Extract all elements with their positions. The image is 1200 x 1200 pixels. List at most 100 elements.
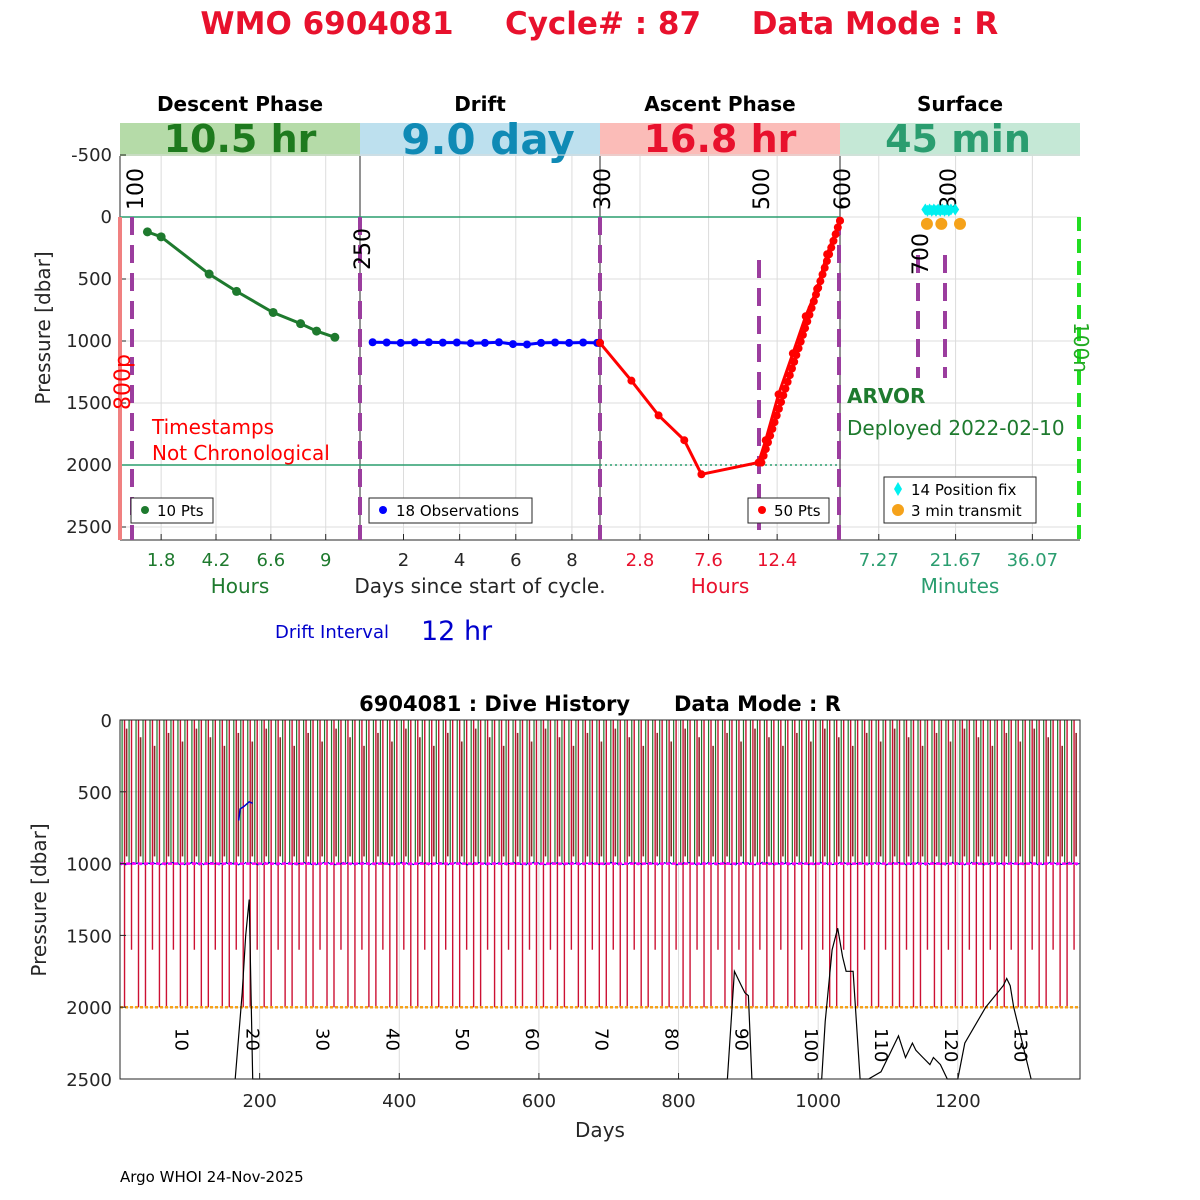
legend-descent-label: 10 Pts [157,502,204,520]
ascent-point [772,411,781,420]
position-fix-point [932,204,940,217]
cycle-number-label: 120 [940,1028,961,1062]
marker-label-800: 800 [937,168,962,210]
ascent-point [796,337,805,346]
top-y-ticks: -500 0 500 1000 1500 2000 2500 [66,145,126,538]
float-type: ARVOR [847,384,925,408]
cycle-number-label: 20 [242,1028,263,1051]
transmit-point [935,217,948,230]
cycle-number-label: 100 [800,1028,821,1062]
ascent-point [833,223,842,232]
legend-drift: 18 Observations [368,497,533,524]
xlabel-surface: Minutes [921,574,1000,598]
deployed-date: Deployed 2022-02-10 [847,416,1065,440]
top-x-tick-label: 1.8 [147,550,176,571]
top-y-tick-label: 1500 [66,393,112,414]
transmit-point [920,217,933,230]
ascent-point [818,270,827,279]
bottom-ticks: 0 500 1000 1500 2000 2500 200 400 600 800 1000 1200 [66,711,981,1112]
duration-bar-drift [360,123,600,156]
bottom-y-label: Pressure [dbar] [27,823,51,976]
ascent-point [697,470,706,479]
ascent-point [627,376,636,385]
top-y-tick-label: -500 [71,145,112,166]
bottom-y-tick-label: 500 [78,783,112,804]
position-fix-point [936,204,945,217]
transmit-point [954,217,966,230]
xlabel-drift: Days since start of cycle. [354,574,605,598]
drift-point [537,338,546,347]
bottom-x-tick-label: 600 [522,1091,556,1112]
bottom-x-tick-label: 200 [242,1091,276,1112]
cycle-number-label: 130 [1010,1028,1031,1062]
surface-series [920,203,966,230]
position-fix-point [927,204,936,217]
legend-surface: 14 Position fix 3 min transmit [883,476,1037,524]
title-cycle: Cycle# : 87 [505,6,701,42]
legend-transmit-label: 3 min transmit [911,502,1022,520]
phase-title-ascent: Ascent Phase [644,92,795,116]
ascent-point [768,424,777,433]
bottom-x-tick-label: 400 [382,1091,416,1112]
position-fix-point [923,204,932,217]
ascent-point [783,377,792,386]
title-mode: Data Mode : R [752,6,999,42]
ascent-point [787,364,796,373]
ascent-point [836,216,844,225]
ascent-point [596,338,604,347]
descent-line [146,230,336,339]
drift-point [494,338,503,347]
ascent-point [766,431,775,440]
ascent-point [809,297,818,306]
figure-title: WMO 6904081 Cycle# : 87 Data Mode : R [200,6,998,42]
legend-drift-label: 18 Observations [396,502,519,520]
ascent-point [831,230,840,239]
top-x-tick-label: 7.6 [694,550,723,571]
cycle-number-label: 70 [591,1028,612,1051]
drift-point [452,338,461,347]
ascent-point [781,384,790,393]
ascent-point [827,243,836,252]
duration-bar-ascent [600,123,840,156]
descent-point [312,326,322,336]
descent-point [268,307,278,317]
ascent-point [801,324,810,333]
phase-title-surface: Surface [917,92,1003,116]
ascent-point [829,236,838,245]
cycle-number-label: 80 [661,1028,682,1051]
ascent-point [814,283,823,292]
xlabel-ascent: Hours [691,574,750,598]
cycle-number-label: 40 [381,1028,402,1051]
drift-point [565,338,574,347]
descent-point [232,286,242,296]
ascent-point [805,310,814,319]
marker-label-100: 100 [124,168,149,210]
top-x-tick-label: 2 [398,550,409,571]
top-y-tick-label: 0 [101,207,112,228]
top-y-tick-label: 1000 [66,331,112,352]
ascent-point [825,250,834,259]
ascent-point [811,290,820,299]
top-x-tick-label: 8 [566,550,577,571]
legend-position-label: 14 Position fix [911,481,1016,499]
drift-point [438,338,447,347]
top-x-tick-label: 4 [454,550,465,571]
xlabel-descent: Hours [211,574,270,598]
drift-point [382,338,391,347]
duration-drift: 9.0 day [401,115,575,164]
descent-point [156,232,166,242]
top-x-tick-label: 7.27 [859,550,899,571]
legend-descent: 10 Pts [130,497,214,524]
ascent-point [807,304,816,313]
top-x-ticks: 1.8 4.2 6.6 9 2 4 6 8 2.8 7.6 12.4 7.27 21.67 36.07 [147,534,1058,571]
ascent-point [680,436,689,445]
bottom-y-tick-label: 2500 [66,1070,112,1091]
duration-descent: 10.5 hr [164,117,317,161]
ascent-point [757,458,766,467]
salmon-left-bar [118,217,122,540]
dive-history-title: 6904081 : Dive History Data Mode : R [359,692,841,716]
ascent-point [774,404,783,413]
cycle-number-label: 110 [870,1028,891,1062]
marker-label-500: 500 [750,168,775,210]
